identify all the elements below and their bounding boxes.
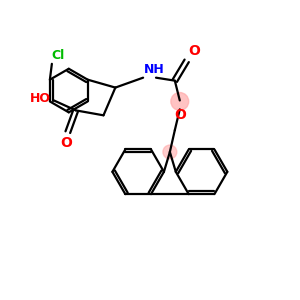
Text: O: O <box>60 136 72 150</box>
Text: Cl: Cl <box>52 49 65 62</box>
Text: O: O <box>189 44 201 58</box>
Circle shape <box>163 145 177 159</box>
Text: NH: NH <box>144 63 165 76</box>
Text: O: O <box>174 108 186 122</box>
Text: HO: HO <box>30 92 51 105</box>
Circle shape <box>171 92 189 110</box>
